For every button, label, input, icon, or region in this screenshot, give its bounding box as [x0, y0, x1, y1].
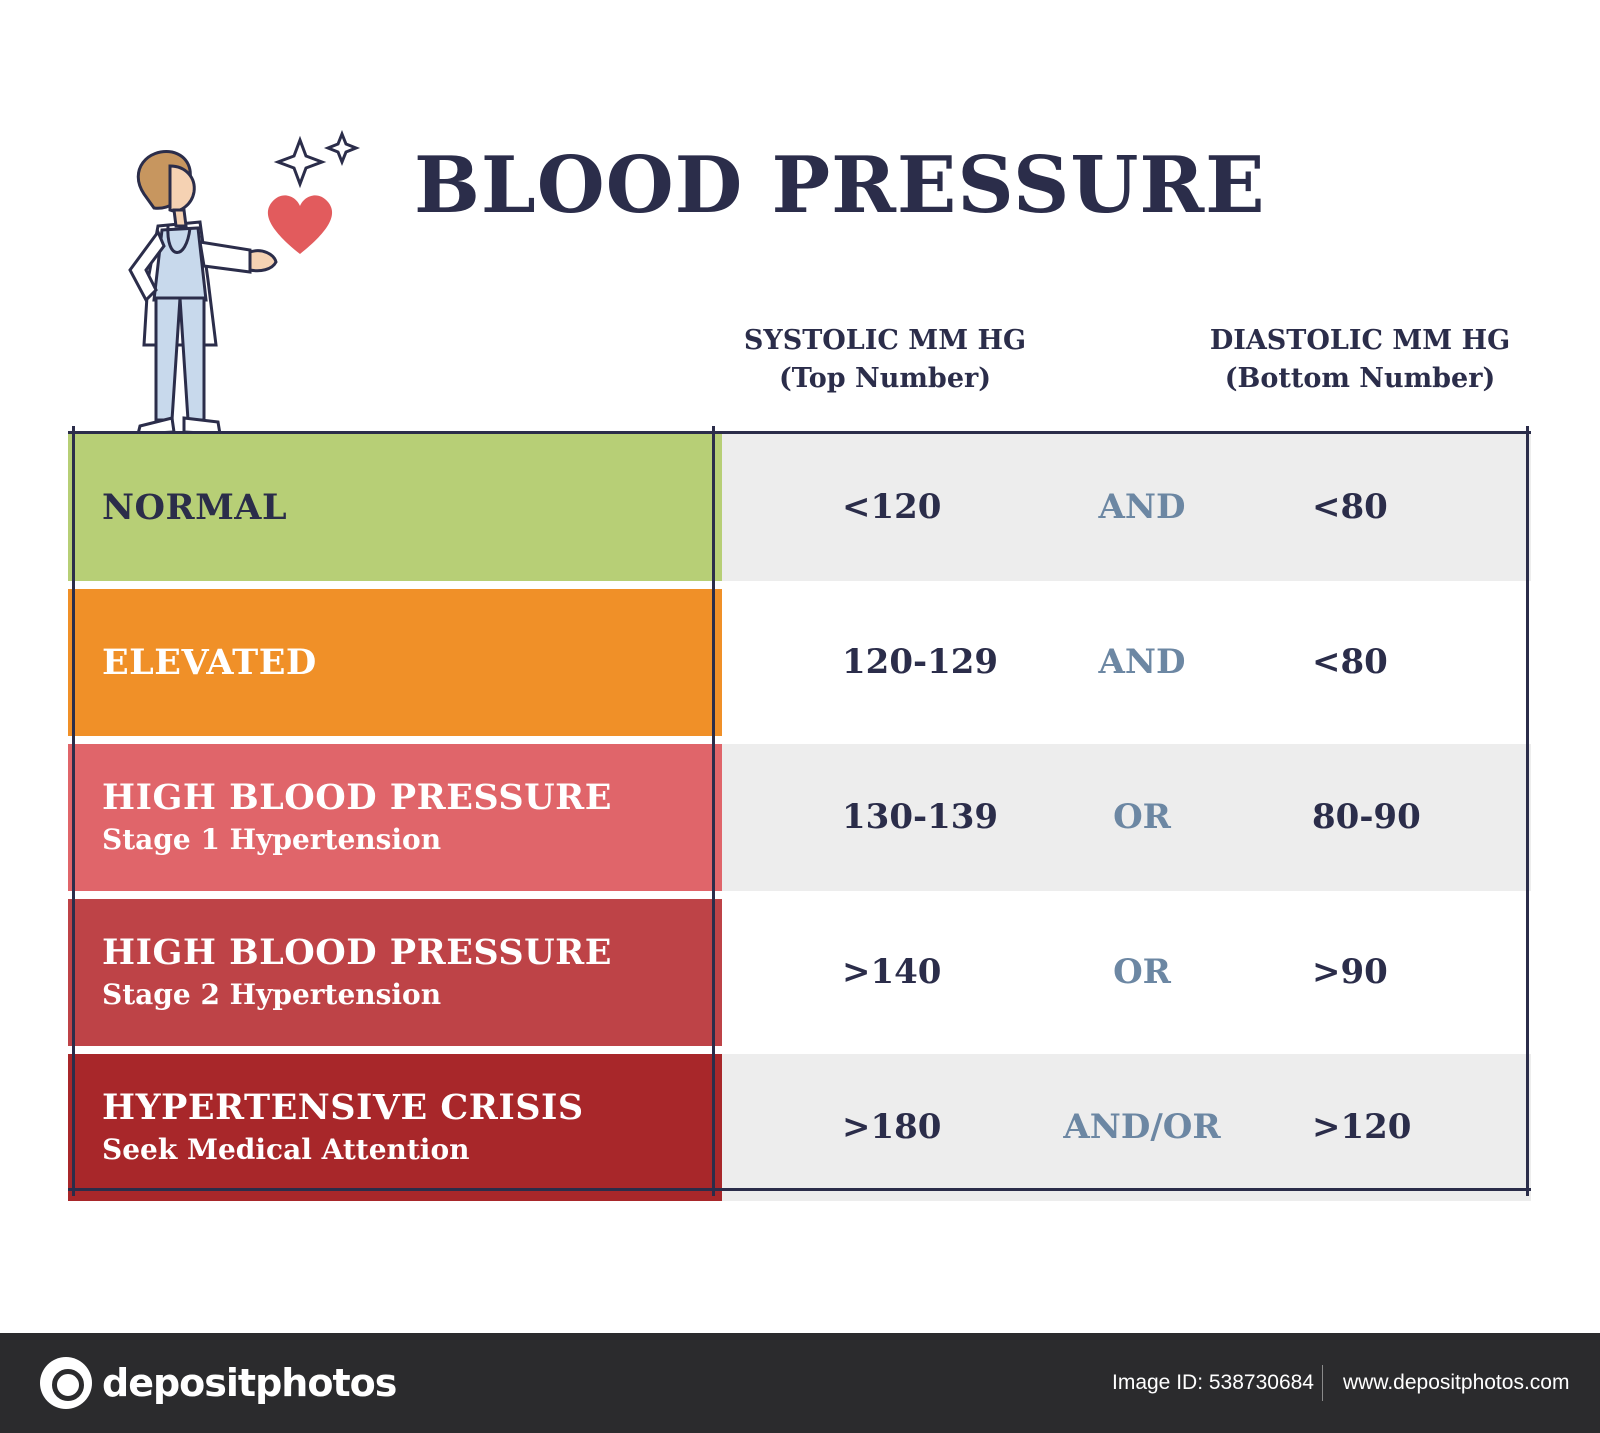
table-row: HYPERTENSIVE CRISIS Seek Medical Attenti… — [68, 1054, 1531, 1201]
operator-label: AND/OR — [1063, 1107, 1221, 1147]
table-row: HIGH BLOOD PRESSURE Stage 2 Hypertension… — [68, 899, 1531, 1046]
systolic-value: 130-139 — [842, 797, 999, 837]
table-bottom-border — [68, 1188, 1531, 1191]
systolic-sublabel: (Top Number) — [779, 363, 991, 394]
logo-text: depositphotos — [102, 1361, 397, 1405]
table-left-border — [72, 426, 75, 1196]
footer-divider — [1322, 1365, 1323, 1401]
category-cell: NORMAL — [68, 434, 722, 581]
systolic-column-header: SYSTOLIC MM HG (Top Number) — [715, 322, 1055, 398]
doctor-illustration — [128, 130, 361, 436]
table-row: ELEVATED 120-129 AND <80 — [68, 589, 1531, 736]
systolic-value: 120-129 — [842, 642, 999, 682]
diastolic-column-header: DIASTOLIC MM HG (Bottom Number) — [1190, 322, 1530, 398]
category-name: NORMAL — [102, 486, 288, 528]
category-cell: HIGH BLOOD PRESSURE Stage 2 Hypertension — [68, 899, 722, 1046]
category-cell: HYPERTENSIVE CRISIS Seek Medical Attenti… — [68, 1054, 722, 1201]
operator-label: AND — [1098, 487, 1186, 527]
diastolic-value: >120 — [1312, 1107, 1412, 1147]
table-right-border — [1526, 426, 1529, 1196]
category-name: HIGH BLOOD PRESSURE — [102, 776, 612, 818]
operator-label: AND — [1098, 642, 1186, 682]
category-note: Stage 2 Hypertension — [102, 977, 442, 1011]
site-link[interactable]: www.depositphotos.com — [1343, 1371, 1570, 1394]
camera-icon — [40, 1357, 92, 1409]
systolic-label: SYSTOLIC MM HG — [743, 325, 1027, 356]
image-id: Image ID: 538730684 — [1112, 1371, 1314, 1394]
table-row: HIGH BLOOD PRESSURE Stage 1 Hypertension… — [68, 744, 1531, 891]
page-title: BLOOD PRESSURE — [414, 140, 1266, 231]
operator-label: OR — [1113, 797, 1171, 837]
systolic-value: <120 — [842, 487, 942, 527]
footer-bar: depositphotos Image ID: 538730684 www.de… — [0, 1333, 1600, 1433]
diastolic-value: <80 — [1312, 487, 1388, 527]
category-name: HYPERTENSIVE CRISIS — [102, 1086, 584, 1128]
table-row: NORMAL <120 AND <80 — [68, 434, 1531, 581]
systolic-value: >180 — [842, 1107, 942, 1147]
table-divider — [712, 426, 715, 1196]
diastolic-value: <80 — [1312, 642, 1388, 682]
category-cell: HIGH BLOOD PRESSURE Stage 1 Hypertension — [68, 744, 722, 891]
diastolic-value: >90 — [1312, 952, 1388, 992]
systolic-value: >140 — [842, 952, 942, 992]
heart-icon — [267, 195, 333, 254]
values-cell: 120-129 AND <80 — [722, 589, 1531, 736]
operator-label: OR — [1113, 952, 1171, 992]
diastolic-sublabel: (Bottom Number) — [1224, 363, 1496, 394]
sparkle-icon — [323, 130, 361, 167]
diastolic-label: DIASTOLIC MM HG — [1209, 325, 1511, 356]
depositphotos-logo[interactable]: depositphotos — [40, 1353, 397, 1413]
values-cell: >180 AND/OR >120 — [722, 1054, 1531, 1201]
values-cell: >140 OR >90 — [722, 899, 1531, 1046]
table-top-border — [68, 431, 1531, 434]
sparkle-icon — [273, 135, 327, 189]
values-cell: <120 AND <80 — [722, 434, 1531, 581]
category-name: ELEVATED — [102, 641, 317, 683]
values-cell: 130-139 OR 80-90 — [722, 744, 1531, 891]
category-name: HIGH BLOOD PRESSURE — [102, 931, 612, 973]
diastolic-value: 80-90 — [1312, 797, 1421, 837]
category-note: Stage 1 Hypertension — [102, 822, 442, 856]
category-note: Seek Medical Attention — [102, 1132, 470, 1166]
category-cell: ELEVATED — [68, 589, 722, 736]
